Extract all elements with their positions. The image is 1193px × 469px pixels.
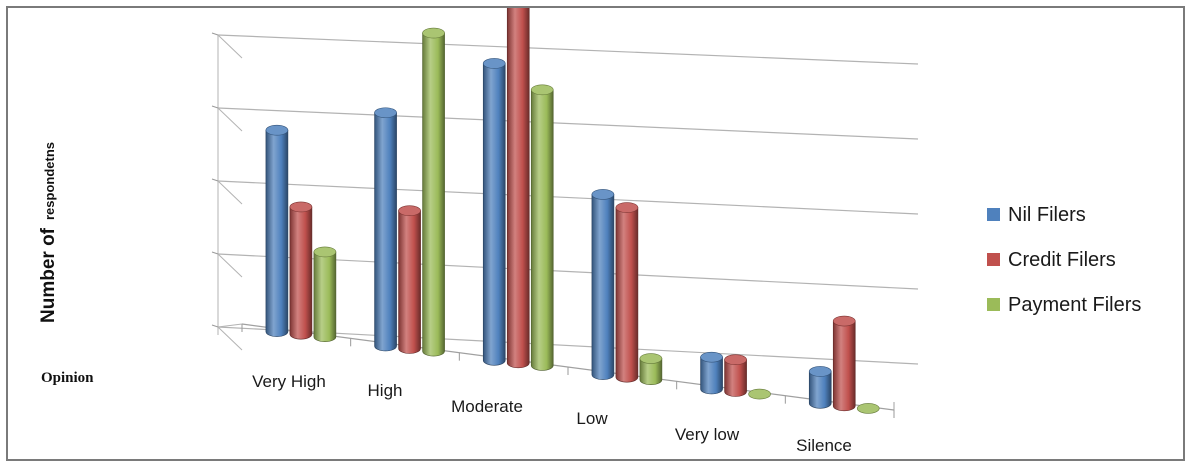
bars [265, 8, 880, 414]
bar-credit-filers-3 [615, 202, 639, 383]
gridlines [211, 32, 919, 418]
bar-credit-filers-0 [289, 201, 313, 340]
bar-credit-filers-4 [724, 354, 747, 397]
legend-label-credit-filers: Credit Filers [1008, 249, 1116, 271]
category-label-4: Very low [675, 425, 740, 444]
bar-payment-filers-0 [313, 246, 337, 342]
gridline [217, 180, 919, 215]
gridline-side [217, 253, 243, 278]
bar-payment-filers-3 [639, 353, 663, 385]
y-axis-label-sub: respondetns [42, 142, 57, 220]
bar-payment-filers-1 [422, 27, 445, 357]
bar-nil-filers-2 [482, 58, 506, 366]
gridline [217, 34, 919, 65]
bar-nil-filers-1 [374, 107, 397, 352]
legend-label-nil-filers: Nil Filers [1008, 204, 1086, 226]
legend-swatch-credit-filers [987, 253, 1000, 266]
gridline-side [217, 34, 243, 59]
bar-nil-filers-4 [700, 351, 723, 395]
bar-nil-filers-0 [265, 124, 289, 337]
category-tick-labels: Very High High Moderate Low Very low Silence [252, 372, 852, 455]
legend-swatch-nil-filers [987, 208, 1000, 221]
bar-nil-filers-5 [808, 366, 832, 409]
axis-tick [211, 251, 219, 255]
legend-swatch-payment-filers [987, 298, 1000, 311]
category-label-5: Silence [796, 436, 852, 455]
axis-tick [211, 324, 219, 328]
bar-credit-filers-1 [398, 205, 421, 354]
chart-frame: Very High High Moderate Low Very low Silence … [6, 6, 1185, 461]
category-label-3: Low [576, 409, 608, 428]
legend: Nil Filers Credit Filers Payment Filers [987, 204, 1141, 316]
bar-payment-filers-4 [748, 388, 771, 400]
category-label-1: High [368, 381, 403, 400]
category-label-2: Moderate [451, 397, 523, 416]
category-label-0: Very High [252, 372, 326, 391]
y-axis-label-main: Number of [38, 227, 59, 323]
y-axis-label: Number of respondetns [38, 142, 59, 323]
bar-credit-filers-5 [832, 315, 856, 412]
gridline [217, 107, 919, 140]
axis-tick [211, 32, 219, 36]
bar-credit-filers-2 [506, 8, 530, 369]
gridline-side [217, 107, 243, 132]
x-axis-label: Opinion [41, 370, 94, 386]
bar-payment-filers-2 [530, 84, 554, 371]
gridline-side [217, 326, 243, 351]
gridline-side [217, 180, 243, 205]
axis-tick [211, 178, 219, 182]
bar-nil-filers-3 [591, 189, 615, 380]
axis-tick [211, 105, 219, 109]
bar-payment-filers-5 [856, 403, 880, 414]
floor-left-edge [217, 323, 243, 328]
legend-label-payment-filers: Payment Filers [1008, 294, 1141, 316]
